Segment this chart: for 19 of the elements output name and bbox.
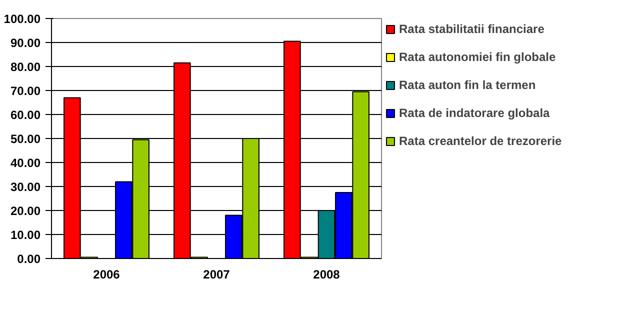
y-tick-label: 10.00 — [10, 228, 41, 242]
x-tick-label: 2006 — [93, 268, 120, 282]
y-tick-label: 60.00 — [10, 108, 41, 122]
x-tick-label: 2007 — [203, 268, 230, 282]
legend-label: Rata stabilitatii financiare — [399, 22, 544, 36]
y-tick-label: 40.00 — [10, 156, 41, 170]
legend-label: Rata auton fin la termen — [399, 78, 536, 92]
legend-label: Rata de indatorare globala — [399, 106, 550, 120]
y-tick-label: 20.00 — [10, 204, 41, 218]
y-tick-label: 90.00 — [10, 36, 41, 50]
legend-label: Rata creantelor de trezorerie — [399, 134, 562, 148]
y-tick-label: 0.00 — [17, 252, 41, 266]
y-tick-label: 70.00 — [10, 84, 41, 98]
y-tick-label: 50.00 — [10, 132, 41, 146]
y-tick-label: 80.00 — [10, 60, 41, 74]
x-tick-label: 2008 — [313, 268, 340, 282]
legend-label: Rata autonomiei fin globale — [399, 50, 556, 64]
y-tick-label: 100.00 — [4, 12, 41, 26]
y-tick-label: 30.00 — [10, 180, 41, 194]
